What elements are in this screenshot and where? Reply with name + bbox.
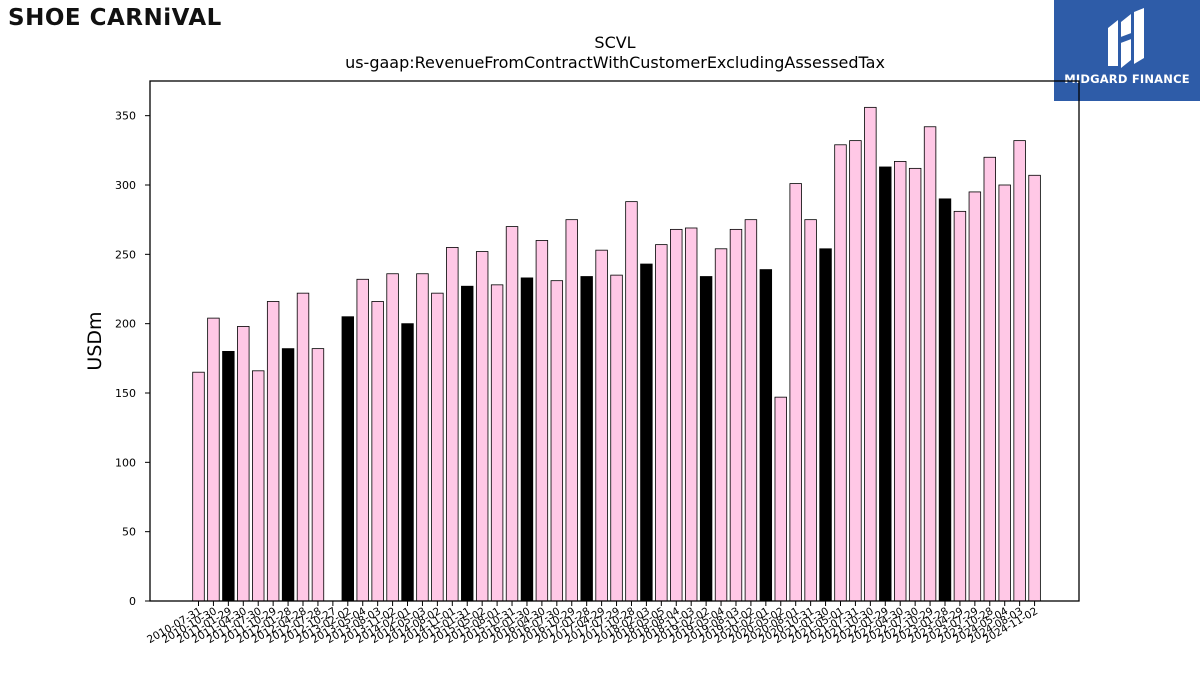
bars-group xyxy=(192,106,1041,602)
bar xyxy=(341,316,355,602)
y-tick-label: 200 xyxy=(115,318,136,331)
bar xyxy=(475,251,489,602)
bar xyxy=(371,301,384,602)
bar xyxy=(1013,140,1026,602)
bar xyxy=(222,350,235,602)
midgard-emblem-icon xyxy=(1108,8,1144,68)
bar xyxy=(640,263,653,602)
chart-title: SCVL xyxy=(594,33,635,52)
shoe-carnival-logo: SHOE CARNiVAL xyxy=(8,2,222,34)
bar xyxy=(834,144,847,602)
bar xyxy=(237,326,250,602)
bar xyxy=(953,210,967,602)
chart-subtitle: us-gaap:RevenueFromContractWithCustomerE… xyxy=(345,53,885,72)
bar xyxy=(998,184,1011,602)
brand-logo-text: SHOE CARNiVAL xyxy=(8,5,222,31)
y-tick-label: 50 xyxy=(122,526,136,539)
bar xyxy=(684,227,698,602)
bar xyxy=(535,240,549,602)
bar xyxy=(401,323,414,602)
y-tick-label: 350 xyxy=(115,110,136,123)
bar xyxy=(595,249,608,602)
bar xyxy=(983,156,996,602)
y-tick-label: 0 xyxy=(129,595,136,608)
bar xyxy=(894,161,907,602)
bar xyxy=(789,183,802,602)
bar xyxy=(311,348,325,602)
bar xyxy=(625,201,638,602)
bar xyxy=(804,219,817,602)
bar xyxy=(281,348,295,602)
bar xyxy=(431,292,444,602)
bar xyxy=(670,228,683,602)
bar xyxy=(565,219,578,602)
bar xyxy=(938,198,952,602)
bar xyxy=(356,278,369,602)
bar xyxy=(879,166,892,602)
bar xyxy=(550,280,564,602)
bar xyxy=(714,248,728,602)
bar xyxy=(416,273,429,602)
bar xyxy=(744,219,758,602)
bar xyxy=(252,370,265,602)
plot-frame xyxy=(149,80,1080,602)
bar xyxy=(908,167,922,602)
y-tick-label: 150 xyxy=(115,387,136,400)
y-tick-label: 100 xyxy=(115,456,136,469)
bar xyxy=(1028,174,1041,602)
bar xyxy=(610,274,623,602)
bar xyxy=(819,248,832,602)
bar xyxy=(759,269,773,602)
bar xyxy=(296,292,310,602)
bar xyxy=(849,140,862,602)
bar xyxy=(580,276,593,602)
bar xyxy=(446,246,459,602)
bar xyxy=(699,276,713,602)
bar xyxy=(266,301,280,602)
bar xyxy=(655,244,668,602)
y-axis-ticks: 0 50 100 150 200 250 300 350 xyxy=(115,110,150,608)
bar xyxy=(490,284,504,602)
bar xyxy=(923,126,937,602)
bar xyxy=(729,228,743,602)
y-tick-label: 250 xyxy=(115,248,136,261)
y-axis-label: USDm xyxy=(84,311,106,370)
bar xyxy=(505,226,519,602)
bar xyxy=(774,396,787,602)
bar xyxy=(386,273,399,602)
y-tick-label: 300 xyxy=(115,179,136,192)
bar xyxy=(207,317,220,602)
bar xyxy=(520,277,534,602)
bar xyxy=(461,285,474,602)
partner-logo-text: MIDGARD FINANCE xyxy=(1064,72,1190,86)
bar xyxy=(968,191,982,602)
bar xyxy=(192,371,205,602)
bar xyxy=(864,106,877,602)
x-axis-ticks: 2010-07-312010-10-302011-01-292011-04-30… xyxy=(145,601,1040,646)
midgard-finance-logo: MIDGARD FINANCE xyxy=(1054,0,1200,101)
